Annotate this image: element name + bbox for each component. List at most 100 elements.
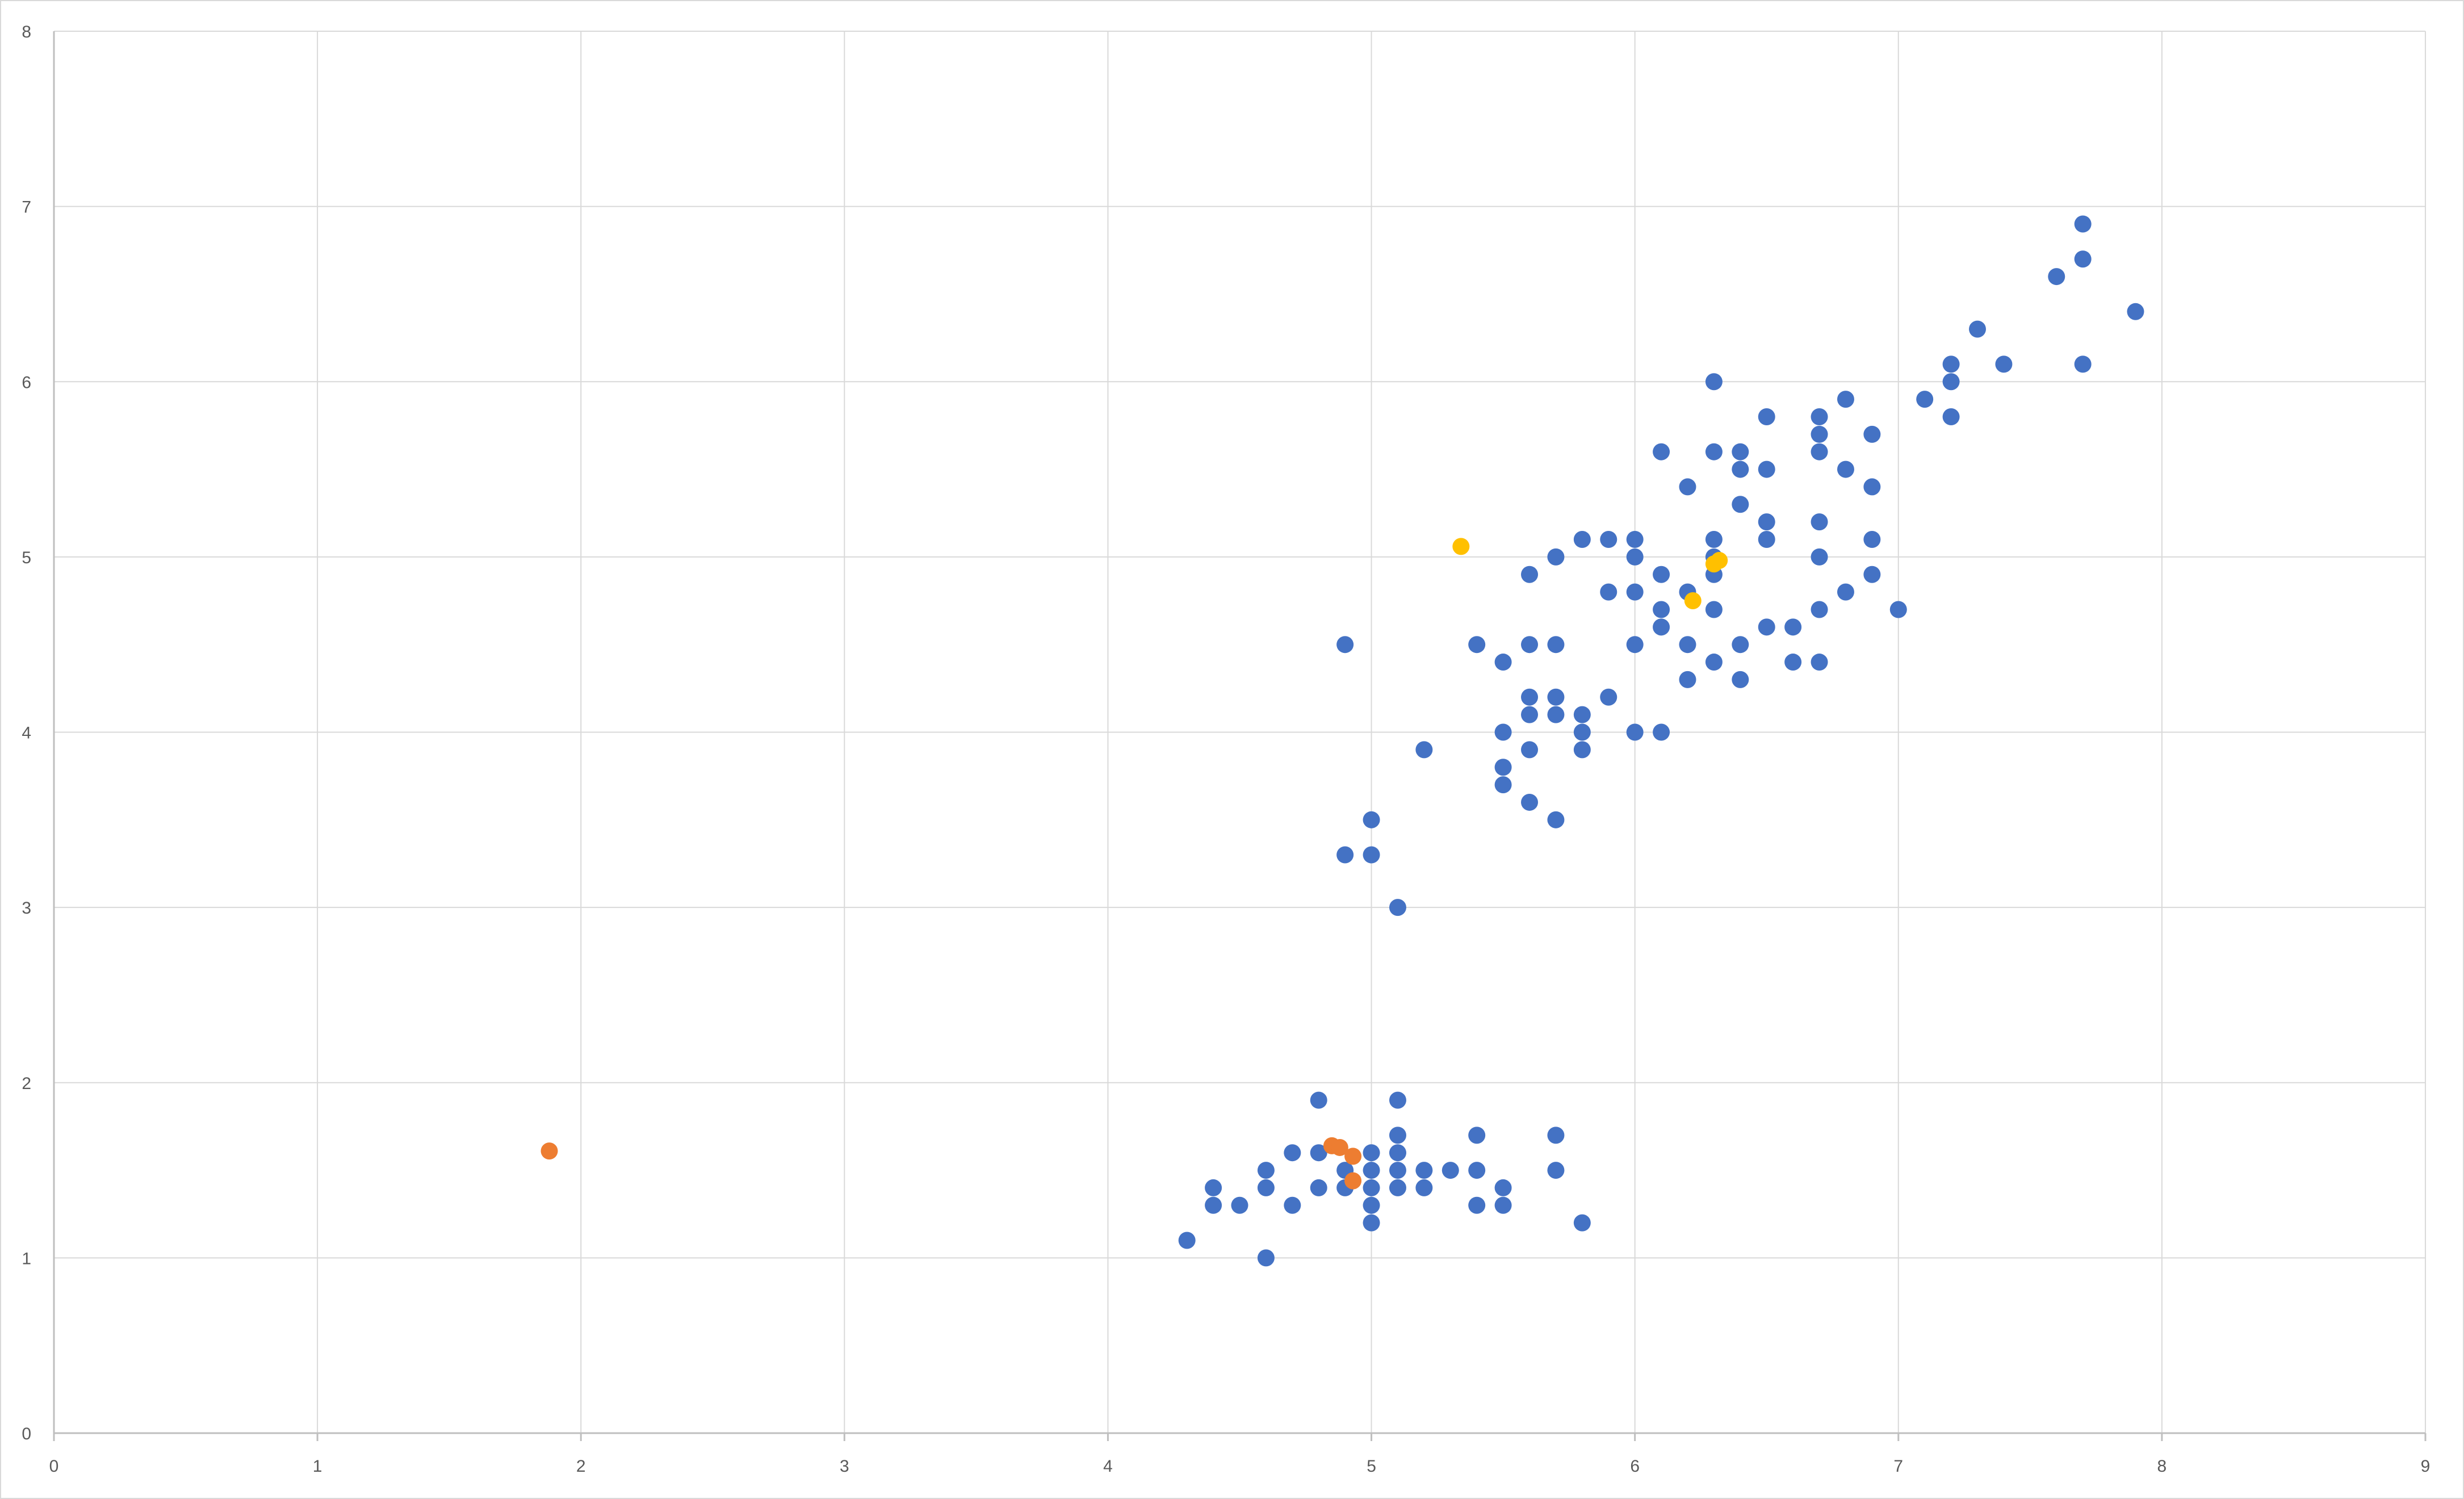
data-point-series-1 bbox=[1942, 355, 1960, 373]
data-point-series-1 bbox=[1758, 460, 1775, 478]
data-point-series-1 bbox=[1363, 1196, 1380, 1214]
data-point-series-1 bbox=[1995, 355, 2013, 373]
data-point-series-1 bbox=[1705, 443, 1723, 460]
data-point-series-1 bbox=[1389, 1144, 1406, 1162]
data-point-series-1 bbox=[1468, 1127, 1486, 1144]
data-point-series-1 bbox=[1811, 654, 1828, 671]
data-point-series-1 bbox=[1679, 671, 1696, 688]
data-point-series-1 bbox=[1336, 846, 1354, 864]
data-point-series-1 bbox=[1626, 548, 1644, 566]
data-point-series-2 bbox=[540, 1142, 558, 1160]
y-tick-label: 8 bbox=[22, 23, 31, 41]
data-point-series-1 bbox=[1732, 671, 1749, 688]
data-point-series-1 bbox=[1679, 478, 1696, 496]
data-point-series-1 bbox=[1521, 706, 1539, 723]
data-point-series-1 bbox=[1389, 1162, 1406, 1179]
data-point-series-1 bbox=[1863, 478, 1881, 496]
data-point-series-1 bbox=[2127, 303, 2144, 320]
data-point-series-1 bbox=[1811, 601, 1828, 618]
data-point-series-1 bbox=[1257, 1249, 1275, 1267]
data-point-series-1 bbox=[1653, 601, 1670, 618]
data-point-series-1 bbox=[1653, 566, 1670, 583]
data-point-series-1 bbox=[1205, 1179, 1222, 1196]
data-point-series-1 bbox=[1653, 618, 1670, 636]
data-point-series-1 bbox=[1811, 425, 1828, 443]
data-point-series-1 bbox=[1547, 706, 1565, 723]
data-point-series-1 bbox=[1916, 391, 1934, 408]
data-point-series-1 bbox=[1837, 460, 1854, 478]
data-point-series-1 bbox=[1811, 513, 1828, 531]
data-point-series-1 bbox=[1732, 496, 1749, 513]
data-point-series-1 bbox=[1837, 583, 1854, 601]
data-point-series-1 bbox=[1758, 618, 1775, 636]
data-point-series-1 bbox=[1257, 1179, 1275, 1196]
data-point-series-1 bbox=[1732, 460, 1749, 478]
x-tick-label: 5 bbox=[1367, 1457, 1376, 1476]
data-point-series-1 bbox=[1573, 723, 1591, 741]
data-point-series-1 bbox=[1758, 513, 1775, 531]
data-point-series-1 bbox=[1521, 566, 1539, 583]
data-point-series-1 bbox=[1310, 1179, 1327, 1196]
data-point-series-1 bbox=[1811, 443, 1828, 460]
data-point-series-1 bbox=[1547, 548, 1565, 566]
data-point-series-1 bbox=[1863, 425, 1881, 443]
data-point-series-1 bbox=[1257, 1162, 1275, 1179]
data-point-series-1 bbox=[1389, 1127, 1406, 1144]
data-point-series-1 bbox=[1284, 1196, 1301, 1214]
data-point-series-1 bbox=[1363, 846, 1380, 864]
data-point-series-1 bbox=[1784, 618, 1802, 636]
data-point-series-1 bbox=[1415, 1179, 1433, 1196]
data-point-series-1 bbox=[1363, 1144, 1380, 1162]
data-point-series-1 bbox=[1600, 531, 1617, 548]
data-point-series-1 bbox=[1837, 391, 1854, 408]
data-point-series-1 bbox=[1969, 320, 1987, 338]
data-point-series-1 bbox=[1494, 759, 1512, 776]
data-point-series-1 bbox=[1626, 723, 1644, 741]
data-point-series-1 bbox=[1415, 1162, 1433, 1179]
x-tick-label: 0 bbox=[49, 1457, 59, 1476]
y-tick-label: 0 bbox=[22, 1425, 31, 1443]
data-point-series-1 bbox=[2048, 268, 2065, 286]
data-point-series-1 bbox=[1547, 1127, 1565, 1144]
data-point-series-1 bbox=[1389, 1179, 1406, 1196]
data-point-series-1 bbox=[1521, 688, 1539, 706]
data-point-series-1 bbox=[1389, 899, 1406, 916]
data-point-series-1 bbox=[1494, 654, 1512, 671]
data-point-series-1 bbox=[1942, 373, 1960, 391]
data-point-series-1 bbox=[1626, 636, 1644, 654]
data-point-series-1 bbox=[1336, 636, 1354, 654]
data-point-series-1 bbox=[1758, 408, 1775, 425]
data-point-series-1 bbox=[1600, 583, 1617, 601]
x-tick-label: 8 bbox=[2157, 1457, 2167, 1476]
data-point-series-1 bbox=[1573, 706, 1591, 723]
data-point-series-1 bbox=[1363, 1179, 1380, 1196]
y-tick-label: 5 bbox=[22, 548, 31, 567]
data-point-series-1 bbox=[1521, 793, 1539, 811]
gridlines bbox=[54, 31, 2426, 1433]
data-point-series-1 bbox=[1468, 1162, 1486, 1179]
data-point-series-1 bbox=[1547, 636, 1565, 654]
data-point-series-1 bbox=[1573, 1214, 1591, 1232]
y-tick-label: 3 bbox=[22, 899, 31, 918]
data-point-series-1 bbox=[2074, 215, 2092, 233]
data-point-series-1 bbox=[1705, 601, 1723, 618]
data-point-series-1 bbox=[1653, 723, 1670, 741]
data-point-series-1 bbox=[1547, 811, 1565, 828]
data-point-series-1 bbox=[1441, 1162, 1459, 1179]
data-point-series-1 bbox=[1573, 531, 1591, 548]
data-point-series-1 bbox=[2074, 355, 2092, 373]
data-point-series-2 bbox=[1344, 1148, 1362, 1165]
data-point-series-1 bbox=[1942, 408, 1960, 425]
data-point-series-1 bbox=[1679, 636, 1696, 654]
data-point-series-1 bbox=[1889, 601, 1907, 618]
data-point-series-1 bbox=[1547, 1162, 1565, 1179]
data-point-series-1 bbox=[1363, 1162, 1380, 1179]
x-tick-label: 6 bbox=[1630, 1457, 1640, 1476]
y-tick-label: 1 bbox=[22, 1249, 31, 1268]
data-point-series-1 bbox=[1705, 373, 1723, 391]
data-point-series-1 bbox=[1521, 636, 1539, 654]
data-point-series-1 bbox=[1310, 1091, 1327, 1109]
data-points bbox=[540, 215, 2144, 1267]
data-point-series-1 bbox=[1784, 654, 1802, 671]
